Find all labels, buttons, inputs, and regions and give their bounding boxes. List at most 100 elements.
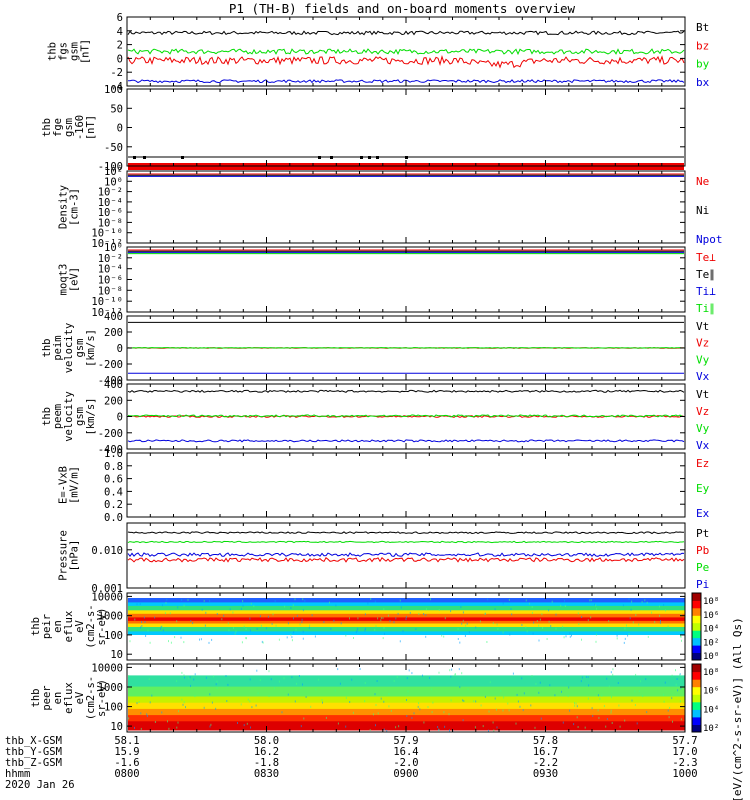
spectrogram-speckle bbox=[526, 630, 528, 633]
y-axis-label: eflux bbox=[63, 611, 75, 643]
spectrogram-speckle bbox=[274, 687, 276, 690]
spectrogram-speckle bbox=[597, 694, 599, 697]
panel-peer: 10⁸ 10⁶ 10⁴ 10² 10000 1000 100 10 thb peer en eflux… bbox=[30, 662, 719, 734]
y-axis-label: velocity bbox=[63, 391, 75, 442]
y-tick-label: -200 bbox=[98, 428, 123, 440]
spectrogram-speckle bbox=[265, 627, 267, 630]
spectrogram-speckle bbox=[300, 687, 302, 690]
spectrogram-speckle bbox=[211, 701, 213, 704]
y-axis-label: velocity bbox=[63, 323, 75, 374]
colorbar-frame bbox=[691, 663, 702, 733]
spectrogram-speckle bbox=[679, 674, 681, 677]
spectrogram-speckle bbox=[216, 687, 218, 689]
y-axis-label: thb bbox=[41, 118, 53, 137]
spectrogram-speckle bbox=[305, 696, 307, 698]
legend-entry: Ti∥ bbox=[696, 302, 715, 315]
y-axis-label: [eV] bbox=[69, 267, 81, 292]
spectrogram-speckle bbox=[663, 603, 665, 606]
spectrogram-speckle bbox=[166, 598, 168, 601]
spectrogram-speckle bbox=[463, 700, 465, 702]
spectrogram-speckle bbox=[208, 641, 210, 644]
spectrogram-speckle bbox=[517, 700, 519, 703]
spectrogram-speckle bbox=[523, 692, 525, 695]
spectrogram-speckle bbox=[507, 702, 509, 705]
spectrogram-speckle bbox=[162, 629, 164, 632]
spectrogram-speckle bbox=[606, 677, 608, 680]
spectrogram-speckle bbox=[555, 627, 557, 630]
spectrogram-speckle bbox=[374, 693, 376, 696]
spectrogram-speckle bbox=[235, 630, 237, 633]
spectrogram-speckle bbox=[216, 680, 218, 683]
spectrogram-speckle bbox=[299, 623, 301, 626]
spectrogram-speckle bbox=[249, 617, 251, 620]
fge-marker bbox=[405, 156, 408, 159]
spectrogram-speckle bbox=[538, 624, 540, 627]
spectrogram-speckle bbox=[151, 694, 153, 697]
spectrogram-band bbox=[128, 721, 685, 731]
spectrogram-speckle bbox=[441, 634, 443, 637]
spectrogram-speckle bbox=[194, 673, 196, 676]
spectrogram-speckle bbox=[380, 697, 382, 700]
x-row-label: thb_Z-GSM bbox=[5, 757, 62, 769]
spectrogram-speckle bbox=[251, 706, 253, 709]
spectrogram-speckle bbox=[444, 725, 446, 728]
spectrogram-speckle bbox=[555, 613, 557, 616]
spectrogram-speckle bbox=[372, 713, 374, 716]
spectrogram-speckle bbox=[486, 641, 488, 643]
spectrogram-speckle bbox=[321, 699, 323, 702]
x-value-y: 16.4 bbox=[393, 746, 418, 758]
spectrogram-speckle bbox=[291, 639, 293, 642]
spectrogram-speckle bbox=[255, 704, 257, 707]
spectrogram-speckle bbox=[581, 676, 583, 679]
spectrogram-speckle bbox=[475, 700, 477, 703]
spectrogram-speckle bbox=[349, 617, 350, 620]
spectrogram-speckle bbox=[530, 704, 532, 707]
y-axis-label: sr-eV) bbox=[96, 679, 108, 717]
spectrogram-speckle bbox=[629, 617, 631, 620]
spectrogram-speckle bbox=[337, 668, 339, 671]
spectrogram-speckle bbox=[308, 626, 310, 629]
spectrogram-speckle bbox=[364, 629, 366, 632]
y-tick-label: 100 bbox=[104, 630, 123, 642]
y-tick-label: 0.2 bbox=[104, 499, 123, 511]
spectrogram-speckle bbox=[594, 603, 596, 606]
spectrogram-speckle bbox=[184, 676, 185, 679]
y-tick-label: 0 bbox=[117, 53, 123, 65]
spectrogram-speckle bbox=[302, 598, 304, 601]
spectrogram-speckle bbox=[467, 688, 469, 691]
y-axis-label: gsm bbox=[63, 118, 75, 137]
legend-entry: Pi bbox=[696, 578, 709, 591]
spectrogram-speckle bbox=[417, 705, 419, 708]
spectrogram-speckle bbox=[183, 641, 185, 644]
spectrogram-band bbox=[128, 623, 685, 628]
spectrogram-speckle bbox=[201, 608, 203, 611]
spectrogram-speckle bbox=[242, 600, 244, 603]
y-axis-label: eV bbox=[74, 691, 86, 704]
spectrogram-speckle bbox=[281, 711, 283, 714]
spectrogram-speckle bbox=[521, 677, 523, 680]
colorbar-segment bbox=[692, 679, 701, 688]
spectrogram-speckle bbox=[364, 613, 366, 616]
spectrogram-speckle bbox=[618, 704, 620, 707]
spectrogram-speckle bbox=[667, 709, 669, 712]
spectrogram-speckle bbox=[393, 621, 395, 624]
spectrogram-speckle bbox=[659, 621, 661, 624]
y-tick-label: 10⁻⁸ bbox=[98, 217, 123, 229]
spectrogram-speckle bbox=[568, 686, 570, 689]
spectrogram-speckle bbox=[423, 721, 425, 724]
spectrogram-speckle bbox=[353, 637, 354, 639]
spectrogram-speckle bbox=[480, 704, 482, 707]
spectrogram-speckle bbox=[590, 616, 592, 619]
spectrogram-speckle bbox=[399, 599, 401, 602]
spectrogram-band bbox=[128, 708, 685, 716]
legend-entry: Te∥ bbox=[696, 268, 715, 281]
spectrogram-speckle bbox=[468, 631, 470, 634]
spectrogram-speckle bbox=[382, 637, 384, 640]
spectrogram-speckle bbox=[242, 604, 244, 607]
spectrogram-speckle bbox=[437, 726, 439, 728]
y-axis-label: [km/s] bbox=[85, 398, 97, 436]
spectrogram-speckle bbox=[619, 725, 621, 728]
spectrogram-speckle bbox=[457, 628, 459, 631]
